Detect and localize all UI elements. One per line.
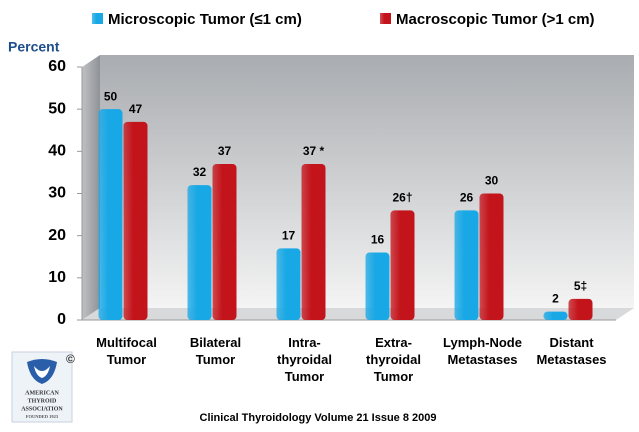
legend-label: Microscopic Tumor (≤1 cm) (108, 11, 302, 28)
y-tick-label: 20 (48, 227, 66, 244)
x-tick-label: Bilateral Tumor (190, 335, 241, 367)
value-label: 2 (552, 292, 559, 306)
bar (123, 121, 148, 320)
value-label: 17 (282, 228, 296, 242)
legend-swatch (380, 13, 391, 24)
y-tick-label: 0 (57, 311, 66, 328)
logo: © AMERICAN THYROID ASSOCIATION FOUNDED 1… (11, 351, 75, 423)
logo-text: AMERICAN (25, 390, 59, 396)
y-tick-label: 40 (48, 143, 66, 160)
x-tick-label: Lymph-Node Metastases (443, 335, 522, 367)
value-label: 16 (371, 233, 385, 247)
bar (98, 109, 123, 321)
footer: Clinical Thyroidology Volume 21 Issue 8 … (200, 412, 437, 424)
bar (390, 210, 415, 320)
x-tick-label: Extra-thyroidal Tumor (366, 335, 421, 384)
y-axis-label: Percent (8, 39, 60, 55)
y-tick-label: 10 (48, 269, 66, 286)
y-tick-label: 50 (48, 100, 66, 117)
value-label: 5‡ (574, 279, 587, 293)
legend-swatch (92, 13, 103, 24)
legend-label: Macroscopic Tumor (>1 cm) (396, 11, 595, 28)
x-tick-label: Multifocal Tumor (96, 335, 157, 367)
value-label: 37 (218, 144, 232, 158)
x-tick-label: Intra-thyroidal Tumor (277, 335, 332, 384)
y-tick-label: 60 (48, 58, 66, 75)
side-wall (82, 55, 100, 320)
value-label: 50 (104, 89, 118, 103)
bar (454, 210, 479, 320)
bar (212, 163, 237, 320)
value-label: 32 (193, 165, 207, 179)
bar (301, 163, 326, 320)
logo-text: THYROID (28, 398, 57, 404)
logo-copyright: © (66, 352, 75, 366)
value-label: 26 (460, 191, 474, 205)
bar (365, 252, 390, 320)
value-label: 30 (485, 174, 499, 188)
bar (187, 185, 212, 320)
bar (479, 193, 504, 320)
x-tick-label: Distant Metastases (536, 335, 606, 367)
bar (276, 248, 301, 320)
y-tick-label: 30 (48, 185, 66, 202)
logo-emblem (34, 366, 50, 378)
value-label: 47 (129, 102, 143, 116)
bar (543, 311, 568, 320)
value-label: 26† (392, 191, 412, 205)
value-label: 37 * (303, 144, 325, 158)
logo-founded: FOUNDED 1923 (26, 414, 59, 419)
logo-text: ASSOCIATION (21, 406, 63, 412)
bar (568, 298, 593, 320)
